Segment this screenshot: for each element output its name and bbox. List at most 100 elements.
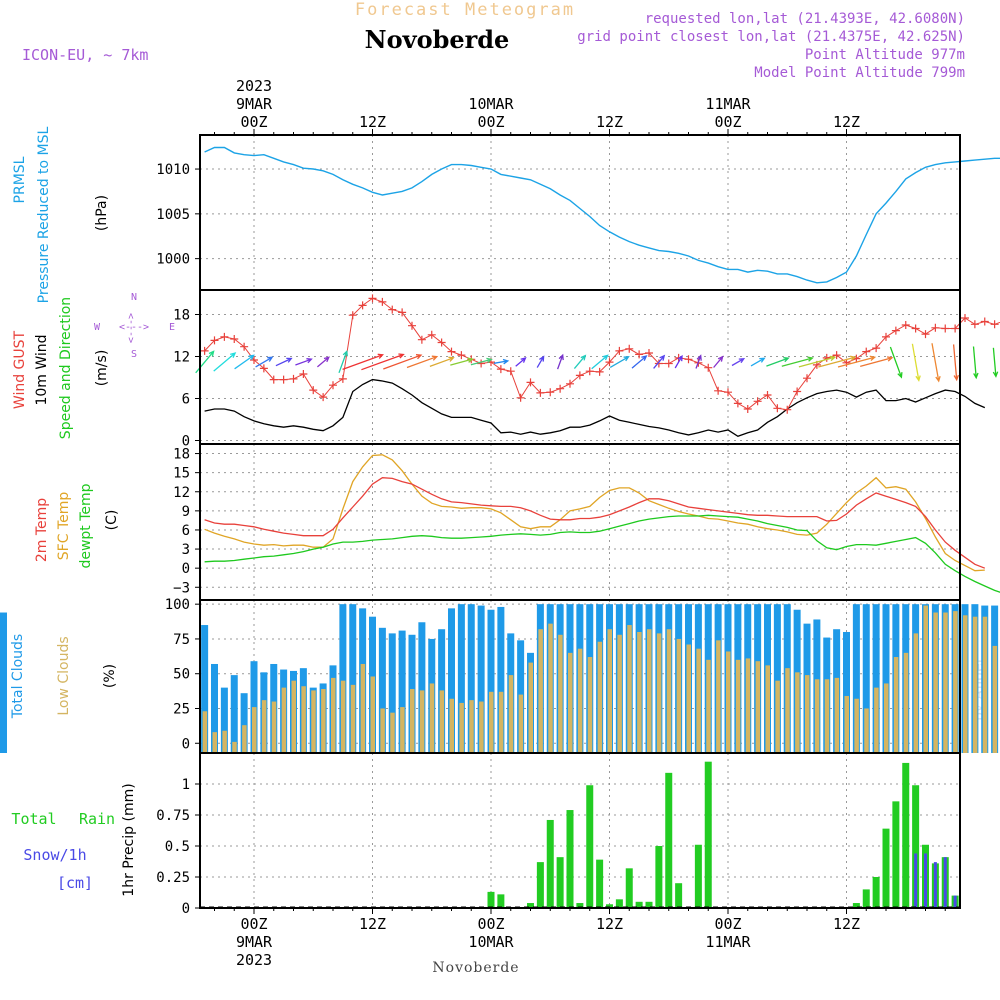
wind-arrow: [515, 357, 527, 367]
wind-arrow: [931, 343, 941, 383]
temp-label-sfc: SFC Temp: [56, 492, 72, 561]
total-cloud-bar: [467, 604, 475, 753]
wind-arrow: [952, 344, 960, 382]
ytick-label-clouds: 50: [173, 667, 190, 683]
gust-marker: [645, 349, 653, 357]
low-cloud-bar: [340, 680, 346, 753]
gust-marker: [872, 344, 881, 353]
gust-marker: [417, 335, 426, 344]
ytick-label-precip: 1: [182, 777, 190, 793]
low-cloud-bar: [805, 675, 810, 753]
low-cloud-bar: [242, 725, 247, 753]
low-cloud-bar: [370, 676, 375, 753]
ytick-label-wind: 18: [173, 308, 190, 324]
low-cloud-bar: [390, 712, 395, 753]
low-cloud-bar: [953, 611, 958, 753]
gust-marker: [990, 320, 999, 329]
low-cloud-bar: [538, 629, 543, 753]
low-cloud-bar: [676, 638, 682, 753]
ytick-label-precip: 0.25: [156, 870, 190, 886]
total-cloud-bar: [230, 675, 238, 753]
low-cloud-bar: [222, 730, 227, 753]
snow-bar: [933, 862, 937, 908]
total-cloud-bar: [240, 693, 248, 753]
time-label-top: 00Z: [240, 113, 267, 131]
precip-label-total: Total: [11, 810, 56, 828]
ytick-label-precip: 0: [182, 901, 190, 917]
wind-gust-line: [204, 297, 1000, 411]
gust-marker: [793, 387, 802, 396]
low-cloud-bar: [577, 648, 583, 753]
time-label-top: 9MAR: [236, 95, 273, 113]
low-cloud-bar: [785, 668, 790, 753]
low-cloud-bar: [568, 652, 573, 753]
snow-bar: [924, 853, 927, 908]
rain-bar: [487, 891, 495, 908]
axis-labels: 100010051010061218−303691215180255075100…: [156, 77, 946, 969]
low-cloud-bar: [972, 616, 978, 753]
rain-bar: [665, 772, 673, 908]
low-cloud-bar: [528, 662, 533, 753]
low-cloud-bar: [666, 629, 672, 753]
dewpt-temp-line: [204, 514, 1000, 593]
low-cloud-bar: [933, 612, 938, 753]
gust-marker: [980, 317, 989, 326]
gust-marker: [704, 363, 713, 372]
low-cloud-bar: [597, 641, 603, 753]
low-cloud-bar: [311, 690, 316, 753]
time-label-bottom: 9MAR: [236, 933, 273, 951]
gust-marker: [961, 314, 969, 322]
low-cloud-bar: [281, 687, 287, 753]
ytick-label-precip: 0.5: [165, 839, 190, 855]
panel-frames: [199, 134, 961, 909]
low-cloud-bar: [558, 634, 563, 753]
sfc-temp-line: [204, 454, 985, 572]
ytick-label-wind: 6: [182, 392, 190, 408]
low-cloud-bar: [884, 683, 889, 753]
low-cloud-bar: [814, 679, 820, 753]
low-cloud-bar: [400, 707, 405, 753]
low-cloud-bar: [607, 629, 612, 753]
gust-marker: [901, 321, 910, 329]
low-cloud-bar: [331, 677, 336, 753]
ytick-label-clouds: 0: [182, 736, 190, 752]
time-label-bottom: 10MAR: [468, 933, 514, 951]
wind-label-speed: Speed and Direction: [58, 297, 74, 439]
low-cloud-bar: [202, 711, 208, 753]
wind-label-gust: Wind GUST: [12, 330, 28, 409]
wind-labels: Wind GUST 10m Wind Speed and Direction (…: [12, 292, 175, 439]
point-altitude: Point Altitude 977m: [805, 47, 965, 63]
chart-title: Forecast Meteogram: [355, 0, 575, 20]
gust-marker: [625, 344, 634, 353]
low-cloud-bar: [350, 684, 356, 753]
gust-marker: [635, 350, 644, 359]
time-label-bottom: 12Z: [596, 915, 623, 933]
gust-marker: [921, 330, 930, 339]
low-cloud-bar: [735, 659, 741, 753]
clouds-labels: Total Clouds Low Clouds (%): [10, 634, 118, 719]
precip-label-cm: [cm]: [57, 874, 93, 892]
wind-arrow: [470, 357, 493, 366]
snow-bar: [953, 895, 957, 908]
low-cloud-bar: [548, 623, 553, 753]
gust-marker: [338, 374, 347, 383]
total-cloud-bar: [349, 604, 357, 753]
wind-arrow: [713, 355, 724, 368]
gust-marker: [279, 375, 288, 384]
wind-arrow: [342, 353, 384, 371]
gust-marker: [822, 353, 831, 362]
ytick-label-temp: 3: [182, 542, 190, 558]
gust-marker: [585, 367, 594, 376]
gust-marker: [526, 378, 535, 387]
low-cloud-bar: [469, 700, 474, 753]
low-cloud-bar: [617, 634, 622, 753]
rain-bar: [635, 901, 643, 908]
gust-marker: [289, 374, 298, 383]
gust-marker: [516, 393, 525, 402]
low-cloud-bar: [301, 686, 306, 753]
pressure-line: [204, 146, 1000, 284]
low-cloud-bar: [271, 701, 277, 753]
wind-arrow: [766, 356, 790, 367]
low-cloud-bar: [508, 675, 514, 753]
